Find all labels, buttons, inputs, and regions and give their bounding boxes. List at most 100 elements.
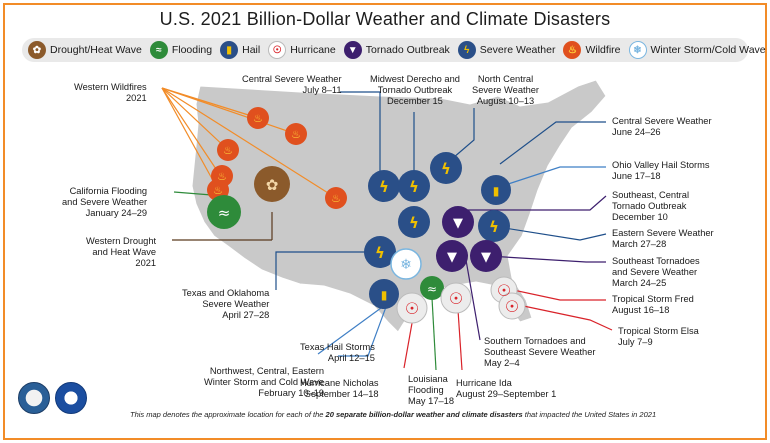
legend-label: Wildfire: [585, 44, 621, 56]
svg-text:▮: ▮: [493, 184, 500, 198]
severe-weather-icon: [478, 210, 510, 242]
wildfire-icon: [247, 107, 269, 129]
callout-se-tornadoes-mar: Southeast Tornadoes and Severe Weather Mar…: [612, 256, 700, 288]
svg-text:♨: ♨: [331, 192, 341, 205]
svg-text:▼: ▼: [481, 250, 491, 265]
callout-western-wildfires: Western Wildfires 2021: [74, 82, 147, 103]
severe-weather-icon: [398, 206, 430, 238]
svg-text:▼: ▼: [453, 216, 463, 231]
callout-winter-storm: Northwest, Central, Eastern Winter Storm …: [204, 366, 325, 398]
svg-text:♨: ♨: [213, 184, 223, 197]
legend-label: Winter Storm/Cold Wave: [650, 44, 766, 56]
callout-la-flooding: Louisiana Flooding May 17–18: [408, 374, 454, 406]
winter-storm-icon: ❄: [628, 41, 647, 59]
svg-text:ϟ: ϟ: [379, 178, 389, 196]
wildfire-icon: ♨: [563, 41, 582, 59]
legend-item-severe: ϟ Severe Weather: [457, 41, 556, 59]
fire-glyphs: ♨♨♨♨♨♨: [213, 112, 341, 205]
hail-icon: ▮: [220, 41, 239, 59]
legend-label: Flooding: [171, 44, 213, 56]
callout-ohio-hail: Ohio Valley Hail Storms June 17–18: [612, 160, 710, 181]
hurricane-icon: ☉: [268, 41, 287, 59]
hurricane-icon: [498, 292, 526, 320]
callout-se-central-tornado: Southeast, Central Tornado Outbreak Decemb…: [612, 190, 690, 222]
wildfire-icon: [217, 139, 239, 161]
severe-weather-icon: ϟ: [457, 41, 476, 59]
legend-label: Severe Weather: [479, 44, 556, 56]
tornado-markers: [436, 206, 502, 272]
tornado-icon: [470, 240, 502, 272]
svg-text:♨: ♨: [223, 144, 233, 157]
drought-icon: [254, 166, 290, 202]
hurricane-glyphs: ☉☉ ☉☉: [405, 281, 519, 318]
callout-hurricane-ida: Hurricane Ida August 29–September 1: [456, 378, 557, 399]
callout-central-severe-jun: Central Severe Weather June 24–26: [612, 116, 712, 137]
callout-s-tornadoes-may: Southern Tornadoes and Southeast Severe W…: [484, 336, 596, 368]
wave-glyph-small: ≈: [427, 282, 437, 296]
callout-midwest-derecho: Midwest Derecho and Tornado Outbreak Decem…: [370, 74, 460, 106]
svg-text:♨: ♨: [253, 112, 263, 125]
legend-label: Tornado Outbreak: [365, 44, 450, 56]
legend-label: Hail: [242, 44, 261, 56]
svg-text:☉: ☉: [505, 297, 519, 316]
hail-icon: [369, 279, 399, 309]
drought-icon: ✿: [28, 41, 46, 59]
wildfire-icon: [325, 187, 347, 209]
legend-item-hurricane: ☉ Hurricane: [268, 41, 336, 59]
legend-item-drought: ✿ Drought/Heat Wave: [28, 41, 142, 59]
tornado-icon: [436, 240, 468, 272]
severe-weather-icon: [430, 152, 462, 184]
flood-icon: [207, 195, 241, 229]
legend-label: Hurricane: [290, 44, 336, 56]
callout-north-central: North Central Severe Weather August 10–13: [472, 74, 540, 106]
legend-item-wildfire: ♨ Wildfire: [563, 41, 621, 59]
severe-weather-icon: [364, 236, 396, 268]
hurricane-markers: [396, 276, 526, 324]
svg-text:♨: ♨: [291, 128, 301, 141]
hurricane-icon: [396, 292, 428, 324]
doc-seal-logo: [18, 382, 50, 414]
winter-storm-icon: [390, 248, 422, 280]
severe-weather-icon: [398, 170, 430, 202]
map-title: U.S. 2021 Billion-Dollar Weather and Cli…: [159, 9, 611, 29]
hurricane-icon: [440, 282, 472, 314]
svg-text:▮: ▮: [381, 288, 388, 302]
tornado-glyphs: ▼ ▼ ▼: [447, 216, 491, 265]
callout-ts-elsa: Tropical Storm Elsa July 7–9: [618, 326, 699, 347]
callout-ca-flooding: California Flooding and Severe Weather Jan…: [62, 186, 148, 218]
tornado-icon: [442, 206, 474, 238]
svg-text:☉: ☉: [405, 299, 419, 318]
legend-label: Drought/Heat Wave: [50, 44, 142, 56]
legend-item-flooding: ≈ Flooding: [149, 41, 213, 59]
legend-item-hail: ▮ Hail: [220, 41, 260, 59]
svg-text:ϟ: ϟ: [489, 218, 499, 236]
tornado-icon: ▼: [343, 41, 362, 59]
callout-hurricane-nicholas: Hurricane Nicholas September 14–18: [300, 378, 379, 399]
flood-icon: [420, 276, 444, 300]
svg-text:ϟ: ϟ: [441, 160, 451, 178]
hail-glyphs: ▮▮: [381, 184, 500, 302]
callout-central-severe-jul: Central Severe Weather July 8–11: [242, 74, 342, 95]
callout-eastern-severe: Eastern Severe Weather March 27–28: [612, 228, 714, 249]
legend-item-winter: ❄ Winter Storm/Cold Wave: [628, 41, 766, 59]
wildfire-icon: [285, 123, 307, 145]
hail-icon: [481, 175, 511, 205]
svg-text:ϟ: ϟ: [409, 178, 419, 196]
svg-text:☉: ☉: [449, 289, 463, 308]
legend-item-tornado: ▼ Tornado Outbreak: [343, 41, 450, 59]
svg-text:ϟ: ϟ: [375, 244, 385, 262]
callout-west-drought: Western Drought and Heat Wave 2021: [86, 236, 157, 268]
svg-text:ϟ: ϟ: [409, 214, 419, 232]
snow-glyph: ❄: [400, 257, 412, 273]
legend: ✿ Drought/Heat Wave ≈ Flooding ▮ Hail ☉ Hurr…: [22, 38, 766, 62]
wave-glyph: ≈: [218, 204, 231, 222]
callout-tx-hail: Texas Hail Storms April 12–15: [300, 342, 375, 363]
callout-tx-ok-severe: Texas and Oklahoma Severe Weather April 27…: [182, 288, 270, 320]
svg-text:♨: ♨: [217, 170, 227, 183]
footnote: This map denotes the approximate locatio…: [130, 410, 657, 419]
svg-text:▼: ▼: [447, 250, 457, 265]
flood-icon: ≈: [149, 41, 168, 59]
severe-weather-icon: [368, 170, 400, 202]
noaa-logo: [55, 382, 87, 414]
